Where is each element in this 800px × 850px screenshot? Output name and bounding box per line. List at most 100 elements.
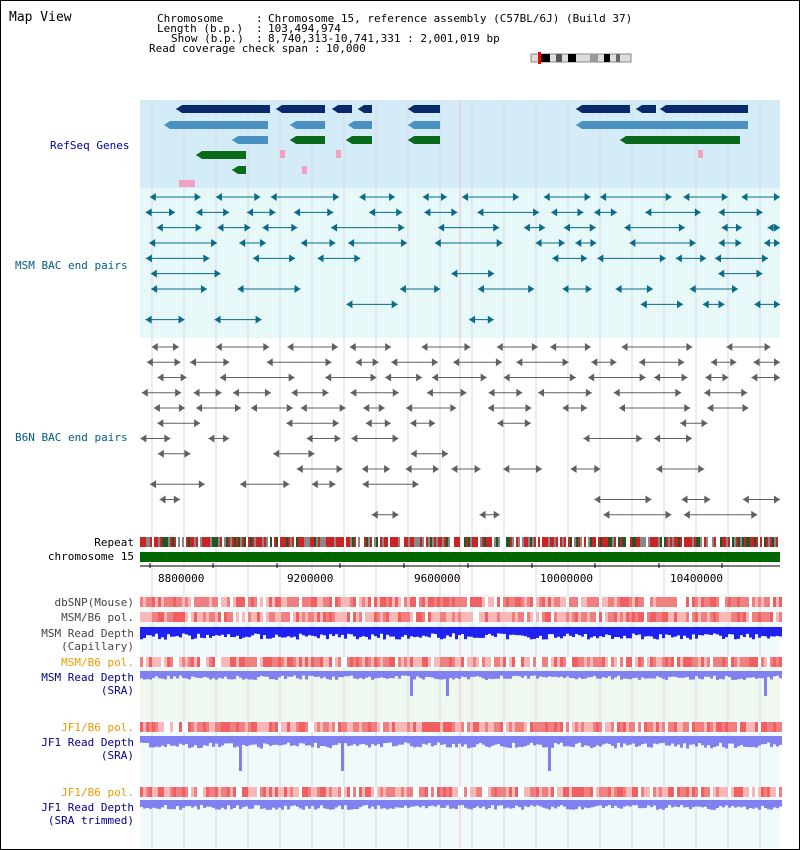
track-label-jf1-depth-trimmed[interactable]: JF1 Read Depth xyxy=(41,801,134,814)
track-label-dbsnp[interactable]: dbSNP(Mouse) xyxy=(54,596,134,609)
dbsnp-cell xyxy=(221,597,224,607)
repeat-element xyxy=(350,537,352,547)
track-label-msm-depth-capillary[interactable]: MSM Read Depth xyxy=(41,627,134,640)
b6n-bac-pair-end xyxy=(453,358,460,367)
repeat-element xyxy=(530,537,532,547)
pol-cell xyxy=(731,657,734,667)
pol-cell xyxy=(614,787,617,797)
pol-cell xyxy=(422,787,425,797)
track-label-msm-b6-pol-1[interactable]: MSM/B6 pol. xyxy=(61,611,134,624)
repeat-element xyxy=(518,537,520,547)
repeat-element xyxy=(748,537,750,547)
pol-cell xyxy=(251,722,254,732)
pol-cell xyxy=(215,657,218,667)
track-label-b6n-bac[interactable]: B6N BAC end pairs xyxy=(15,431,128,444)
depth-bar xyxy=(371,736,374,745)
pol-cell xyxy=(776,787,779,797)
pol-cell xyxy=(590,612,593,622)
pol-cell xyxy=(320,722,323,732)
depth-bar xyxy=(179,800,182,810)
depth-bar xyxy=(623,671,626,679)
b6n-bac-pair-end xyxy=(594,495,601,504)
track-label-refseq[interactable]: RefSeq Genes xyxy=(50,139,130,152)
pol-cell xyxy=(773,722,776,732)
pol-cell xyxy=(140,657,143,667)
pol-cell xyxy=(269,612,272,622)
pol-cell xyxy=(308,787,311,797)
pol-cell xyxy=(335,657,338,667)
depth-bar xyxy=(704,800,707,807)
depth-bar xyxy=(539,736,542,745)
dbsnp-cell xyxy=(164,597,167,607)
pol-cell xyxy=(233,657,236,667)
depth-bar xyxy=(605,736,608,744)
pol-cell xyxy=(260,612,263,622)
pol-cell xyxy=(545,787,548,797)
b6n-bac-pair-end xyxy=(334,434,341,443)
b6n-bac-pair-end xyxy=(421,343,428,351)
pol-cell xyxy=(227,722,230,732)
depth-bar xyxy=(380,736,383,748)
depth-bar xyxy=(452,736,455,745)
repeat-element xyxy=(608,537,610,547)
track-label-msm-b6-pol-2[interactable]: MSM/B6 pol. xyxy=(61,656,134,669)
repeat-element xyxy=(576,537,578,547)
depth-bar xyxy=(377,627,380,638)
repeat-element xyxy=(180,537,182,547)
depth-bar xyxy=(464,627,467,640)
gene-exon xyxy=(338,105,352,113)
depth-bar xyxy=(479,736,482,743)
depth-bar xyxy=(320,736,323,746)
track-label-msm-depth-sra[interactable]: MSM Read Depth xyxy=(41,671,134,684)
track-label-msm-bac[interactable]: MSM BAC end pairs xyxy=(15,259,128,272)
depth-bar xyxy=(683,671,686,678)
pol-cell xyxy=(743,722,746,732)
repeat-element xyxy=(770,537,772,547)
track-label-jf1-b6-pol-1[interactable]: JF1/B6 pol. xyxy=(61,721,134,734)
dbsnp-cell xyxy=(203,597,206,607)
depth-bar xyxy=(338,671,341,678)
track-label-jf1-b6-pol-2[interactable]: JF1/B6 pol. xyxy=(61,786,134,799)
pol-cell xyxy=(719,722,722,732)
pol-cell xyxy=(284,612,287,622)
depth-bar xyxy=(323,627,326,636)
pol-cell xyxy=(191,657,194,667)
depth-bar xyxy=(767,800,770,810)
pol-cell xyxy=(773,787,776,797)
track-label-repeat[interactable]: Repeat xyxy=(94,536,134,549)
pol-cell xyxy=(728,612,731,622)
track-label-jf1-depth-sra[interactable]: JF1 Read Depth xyxy=(41,736,134,749)
depth-bar xyxy=(341,671,344,678)
repeat-element xyxy=(216,537,218,547)
msm-bac-pair-end xyxy=(194,193,201,201)
pol-cell xyxy=(680,612,683,622)
msm-bac-pair-end xyxy=(168,208,175,217)
depth-bar xyxy=(398,671,401,679)
pol-cell xyxy=(191,722,194,732)
msm-bac-pair-end xyxy=(764,239,771,247)
pol-cell xyxy=(494,787,497,797)
depth-bar xyxy=(767,671,770,677)
pol-cell xyxy=(596,612,599,622)
dbsnp-cell xyxy=(335,597,338,607)
dbsnp-cell xyxy=(590,597,593,607)
repeat-element xyxy=(634,537,636,547)
depth-bar xyxy=(482,627,485,638)
pol-cell xyxy=(311,657,314,667)
dbsnp-cell xyxy=(683,597,686,607)
b6n-bac-pair-end xyxy=(707,404,714,412)
msm-bac-pair-end xyxy=(237,285,244,293)
depth-bar xyxy=(269,736,272,746)
repeat-element xyxy=(760,537,762,547)
msm-bac-pair-end xyxy=(399,285,406,293)
depth-bar xyxy=(419,800,422,808)
depth-bar xyxy=(281,671,284,676)
msm-bac-pair-end xyxy=(434,239,441,247)
depth-bar xyxy=(203,800,206,808)
depth-bar xyxy=(380,671,383,678)
repeat-element xyxy=(496,537,498,547)
track-label-chromosome[interactable]: chromosome 15 xyxy=(47,550,134,563)
pol-cell xyxy=(290,722,293,732)
repeat-element xyxy=(172,537,174,547)
